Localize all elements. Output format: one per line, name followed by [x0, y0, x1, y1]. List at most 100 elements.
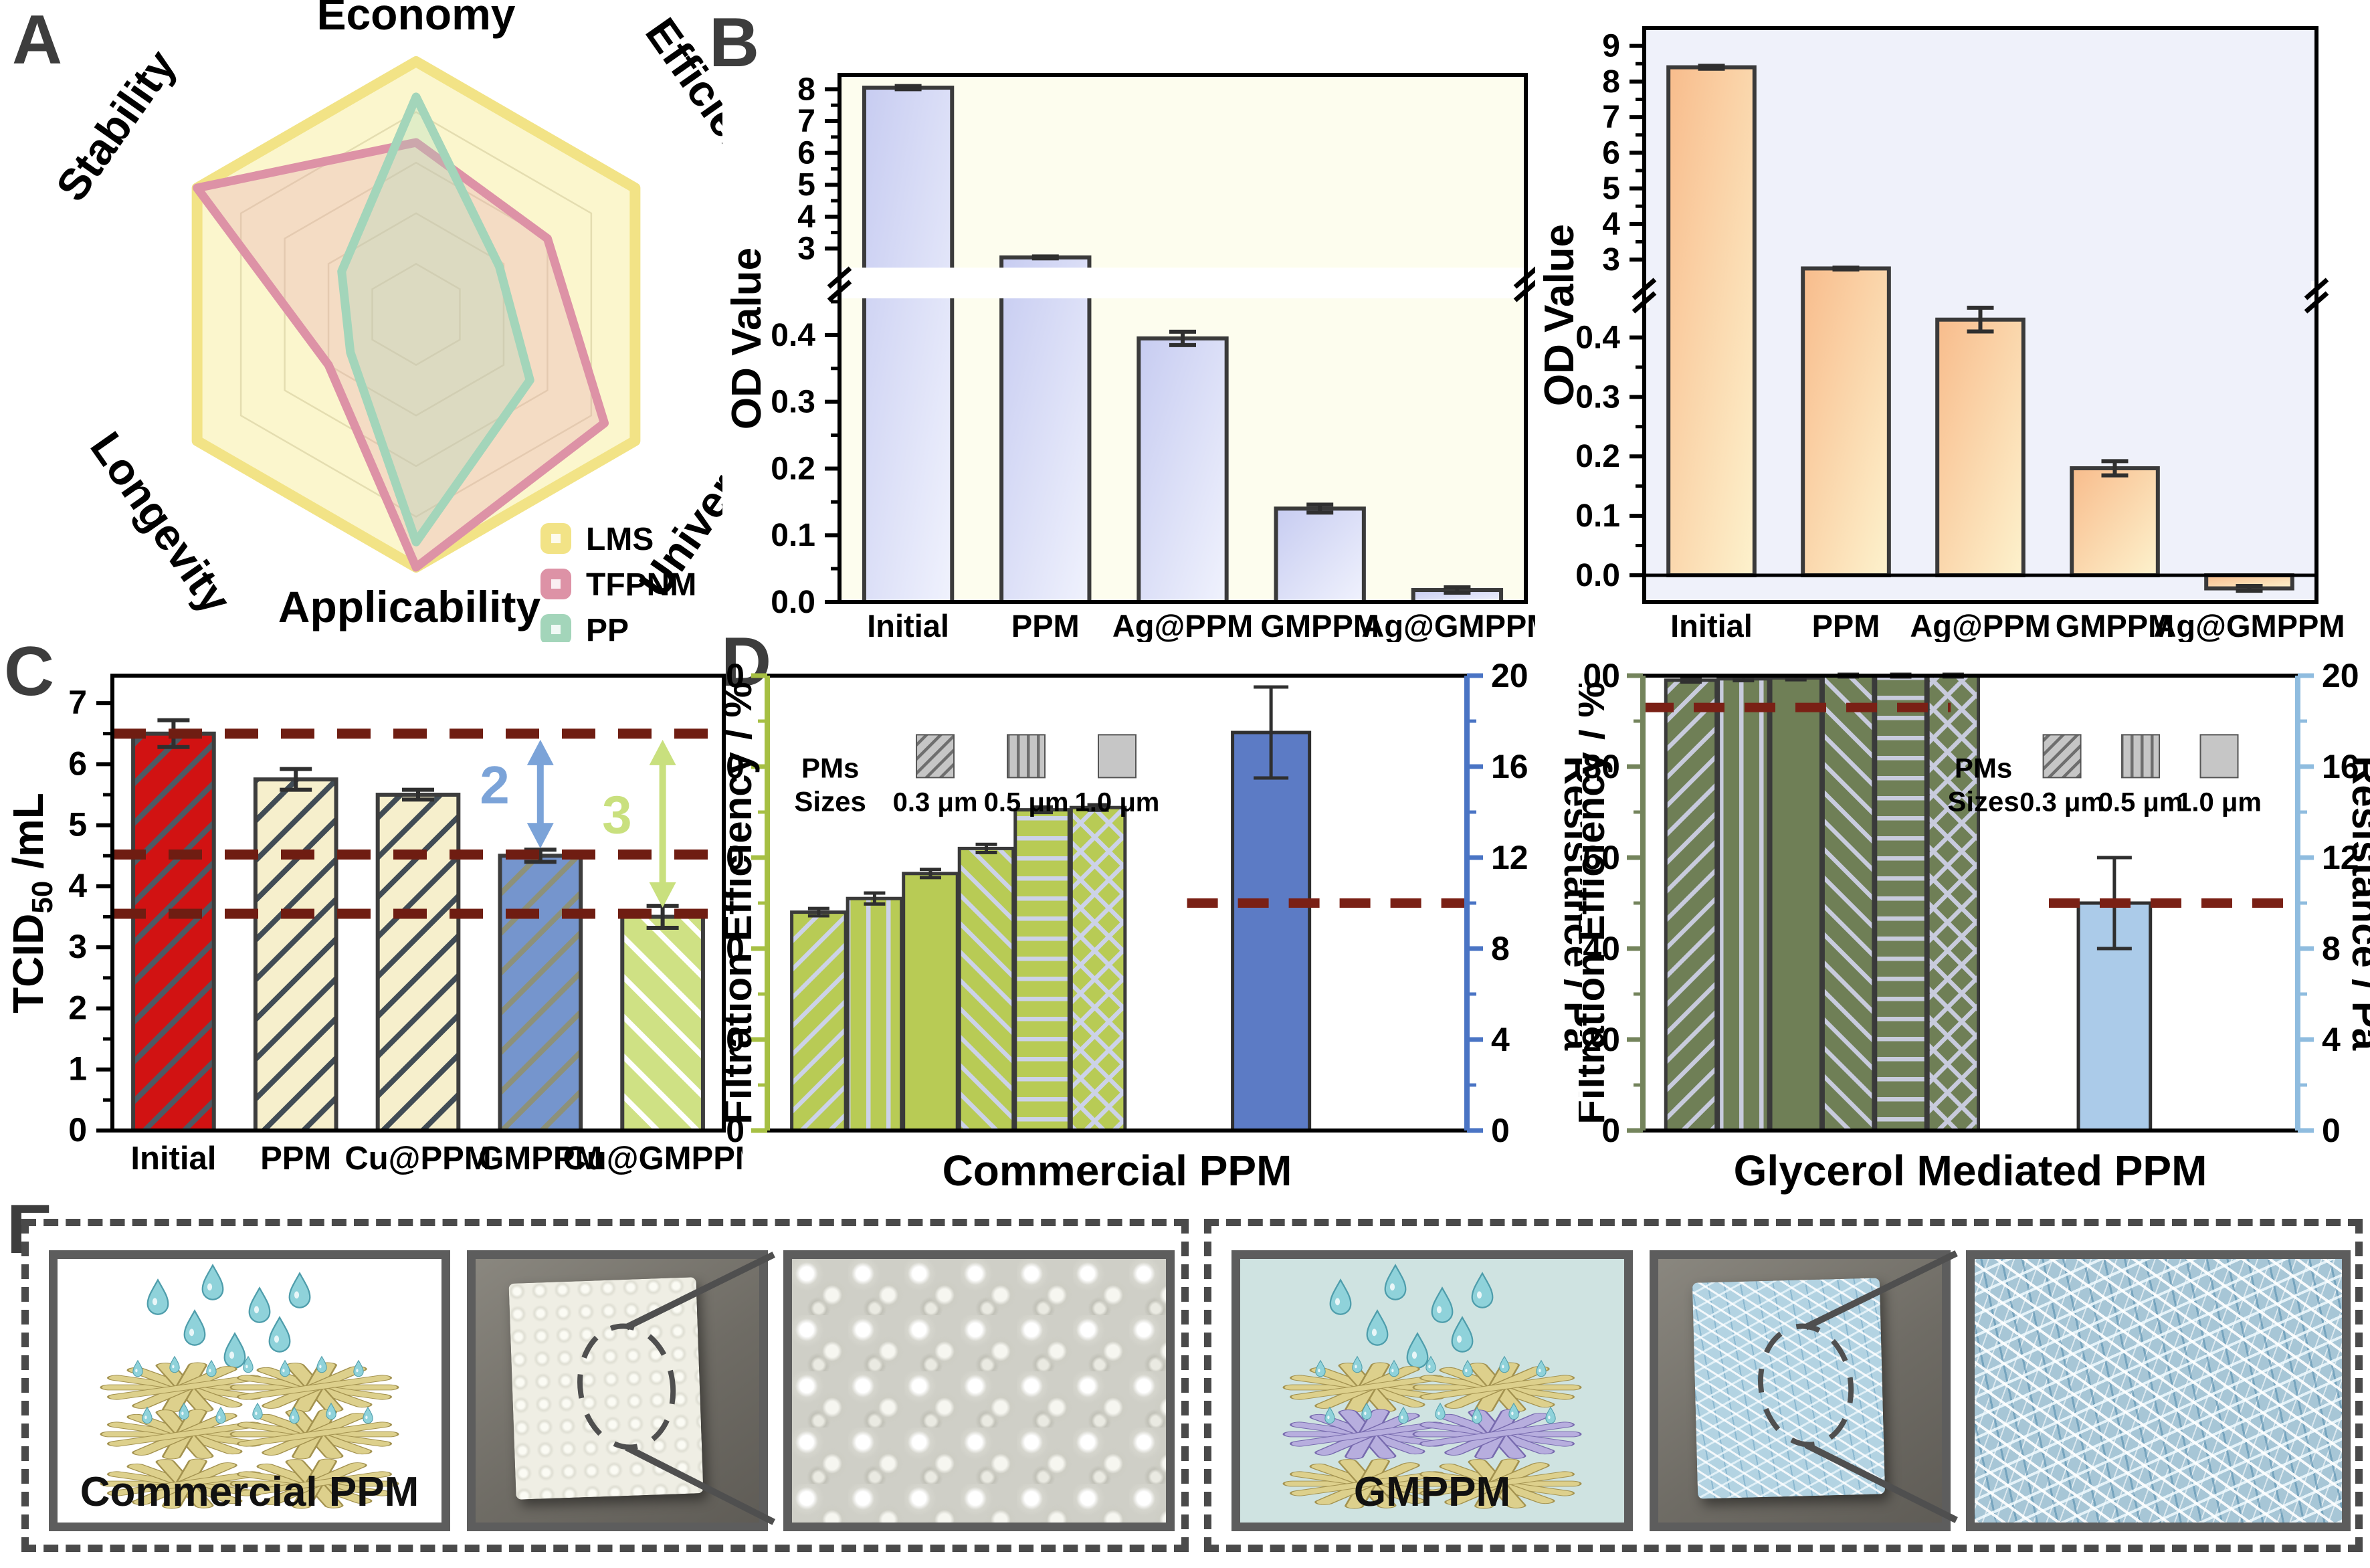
- panel-a-label: A: [12, 1, 63, 79]
- bar-GMPPM: [1274, 506, 1366, 604]
- efficiency-bar: [1716, 677, 1771, 1133]
- droplet-icon: [1425, 1355, 1436, 1373]
- efficiency-bar: [1926, 674, 1981, 1133]
- radar-axis-label: Economy: [316, 0, 515, 39]
- x-category-label: Cu@GMPPM: [563, 1141, 743, 1177]
- droplet-icon: [201, 1264, 224, 1300]
- efficiency-bar: [846, 896, 904, 1133]
- chart-title: Commercial PPM: [943, 1147, 1292, 1195]
- legend-title: Sizes: [794, 785, 866, 817]
- fiber-burst: [100, 1362, 270, 1413]
- tcid-bar-chart: 2 3 0 1 2 3 4 5 6 7 Initial PPM Cu@PPM GMPPM Cu@GMPPM T…: [0, 635, 763, 1224]
- legend-swatch: [2042, 734, 2082, 779]
- fiber-burst: [229, 1458, 399, 1509]
- legend-title: PMs: [801, 752, 859, 783]
- legend-label: TFPNM: [586, 567, 696, 603]
- svg-text:6: 6: [1602, 135, 1620, 171]
- gmppm-label: GMPPM: [1353, 1469, 1511, 1515]
- efficiency-bar: [790, 910, 848, 1133]
- commercial-ppm-photo: [467, 1250, 768, 1531]
- y-axis-title: OD Value: [1539, 224, 1583, 406]
- x-category-label: Ag@GMPPM: [2153, 608, 2345, 642]
- filtration-chart-right: 020406080100048121620PMsSizes0.3 μm0.5 μ…: [1565, 635, 2370, 1224]
- legend-title: PMs: [1955, 752, 2012, 783]
- efficiency-bar: [1821, 674, 1876, 1133]
- svg-text:5: 5: [1602, 171, 1620, 207]
- svg-text:7: 7: [68, 684, 87, 721]
- efficiency-bar: [1874, 674, 1928, 1133]
- svg-text:0: 0: [68, 1111, 87, 1149]
- bar-Cu@GMPPM: [620, 914, 705, 1133]
- filtration-chart-left: 020406080100048121620PMsSizes0.3 μm0.5 μ…: [689, 635, 1601, 1224]
- droplet-icon: [215, 1406, 226, 1424]
- blue-membrane-image: [1692, 1277, 1886, 1499]
- droplet-icon: [1361, 1402, 1372, 1420]
- svg-text:0.3: 0.3: [771, 385, 815, 420]
- svg-text:0.3: 0.3: [1575, 379, 1620, 415]
- filt-right-svg: 020406080100048121620PMsSizes0.3 μm0.5 μ…: [1565, 657, 2370, 1195]
- efficiency-bar: [1664, 678, 1718, 1133]
- bar-Initial: [1666, 65, 1757, 578]
- white-membrane-image: [508, 1276, 704, 1500]
- droplet-icon: [1471, 1272, 1494, 1308]
- droplet-icon: [1435, 1402, 1446, 1420]
- fiber-burst: [1282, 1409, 1452, 1460]
- droplet-icon: [268, 1316, 291, 1353]
- svg-text:2: 2: [68, 989, 87, 1026]
- svg-text:6: 6: [797, 136, 815, 171]
- bar-GMPPM: [2070, 466, 2160, 577]
- bar-Ag@PPM: [1935, 317, 2026, 577]
- radar-series-PP: [337, 92, 534, 547]
- droplet-icon: [1462, 1359, 1473, 1377]
- radar-axis-label: Stability: [46, 41, 185, 210]
- svg-text:12: 12: [2322, 839, 2359, 876]
- legend-swatch: [1007, 734, 1046, 779]
- svg-text:3: 3: [68, 928, 87, 965]
- droplet-icon: [288, 1272, 311, 1308]
- bar-PPM: [253, 777, 338, 1133]
- droplet-icon: [132, 1359, 143, 1377]
- svg-text:5: 5: [68, 806, 87, 844]
- svg-text:3: 3: [797, 231, 815, 266]
- droplet-icon: [183, 1309, 206, 1346]
- bar-Ag@PPM: [1137, 336, 1229, 604]
- svg-text:60: 60: [1583, 839, 1620, 876]
- svg-text:7: 7: [1602, 100, 1620, 135]
- svg-text:4: 4: [1491, 1021, 1510, 1058]
- svg-text:0.4: 0.4: [771, 318, 815, 353]
- legend-label: LMS: [586, 522, 654, 557]
- svg-text:0.2: 0.2: [771, 451, 815, 486]
- svg-text:0.0: 0.0: [771, 585, 815, 620]
- x-category-label: Initial: [867, 608, 949, 642]
- fiber-burst: [1412, 1409, 1582, 1460]
- droplet-icon: [1384, 1264, 1407, 1300]
- svg-text:8: 8: [1602, 64, 1620, 100]
- commercial-ppm-scheme-card: Commercial PPM: [49, 1250, 450, 1531]
- radar-chart: Economy Efficiency Universality Applicabili…: [0, 0, 813, 648]
- x-category-label: GMPPM: [478, 1141, 602, 1177]
- droplet-icon: [1499, 1355, 1510, 1373]
- svg-text:12: 12: [1491, 839, 1528, 876]
- radar-svg: Economy EfficiencyUniversalityApplicabili…: [46, 0, 813, 648]
- droplet-icon: [252, 1402, 263, 1420]
- legend-item-label: 0.3 μm: [893, 787, 978, 817]
- right-axis-title: Resistance / Pa: [2344, 756, 2370, 1051]
- svg-text:7: 7: [797, 104, 815, 139]
- fiber-burst: [1282, 1458, 1452, 1509]
- droplet-icon: [1389, 1359, 1399, 1377]
- legend-title: Sizes: [1947, 785, 2019, 817]
- svg-text:80: 80: [1583, 748, 1620, 785]
- bar-Cu@PPM: [375, 792, 461, 1133]
- panel-e-right-box: GMPPM: [1204, 1219, 2363, 1552]
- droplet-icon: [243, 1355, 254, 1373]
- fiber-burst: [100, 1409, 270, 1460]
- legend-swatch: [2199, 734, 2239, 779]
- efficiency-bar: [1769, 676, 1823, 1133]
- svg-text:4: 4: [2322, 1021, 2341, 1058]
- legend-item-label: 1.0 μm: [1075, 787, 1160, 817]
- svg-text:0.1: 0.1: [1575, 498, 1620, 534]
